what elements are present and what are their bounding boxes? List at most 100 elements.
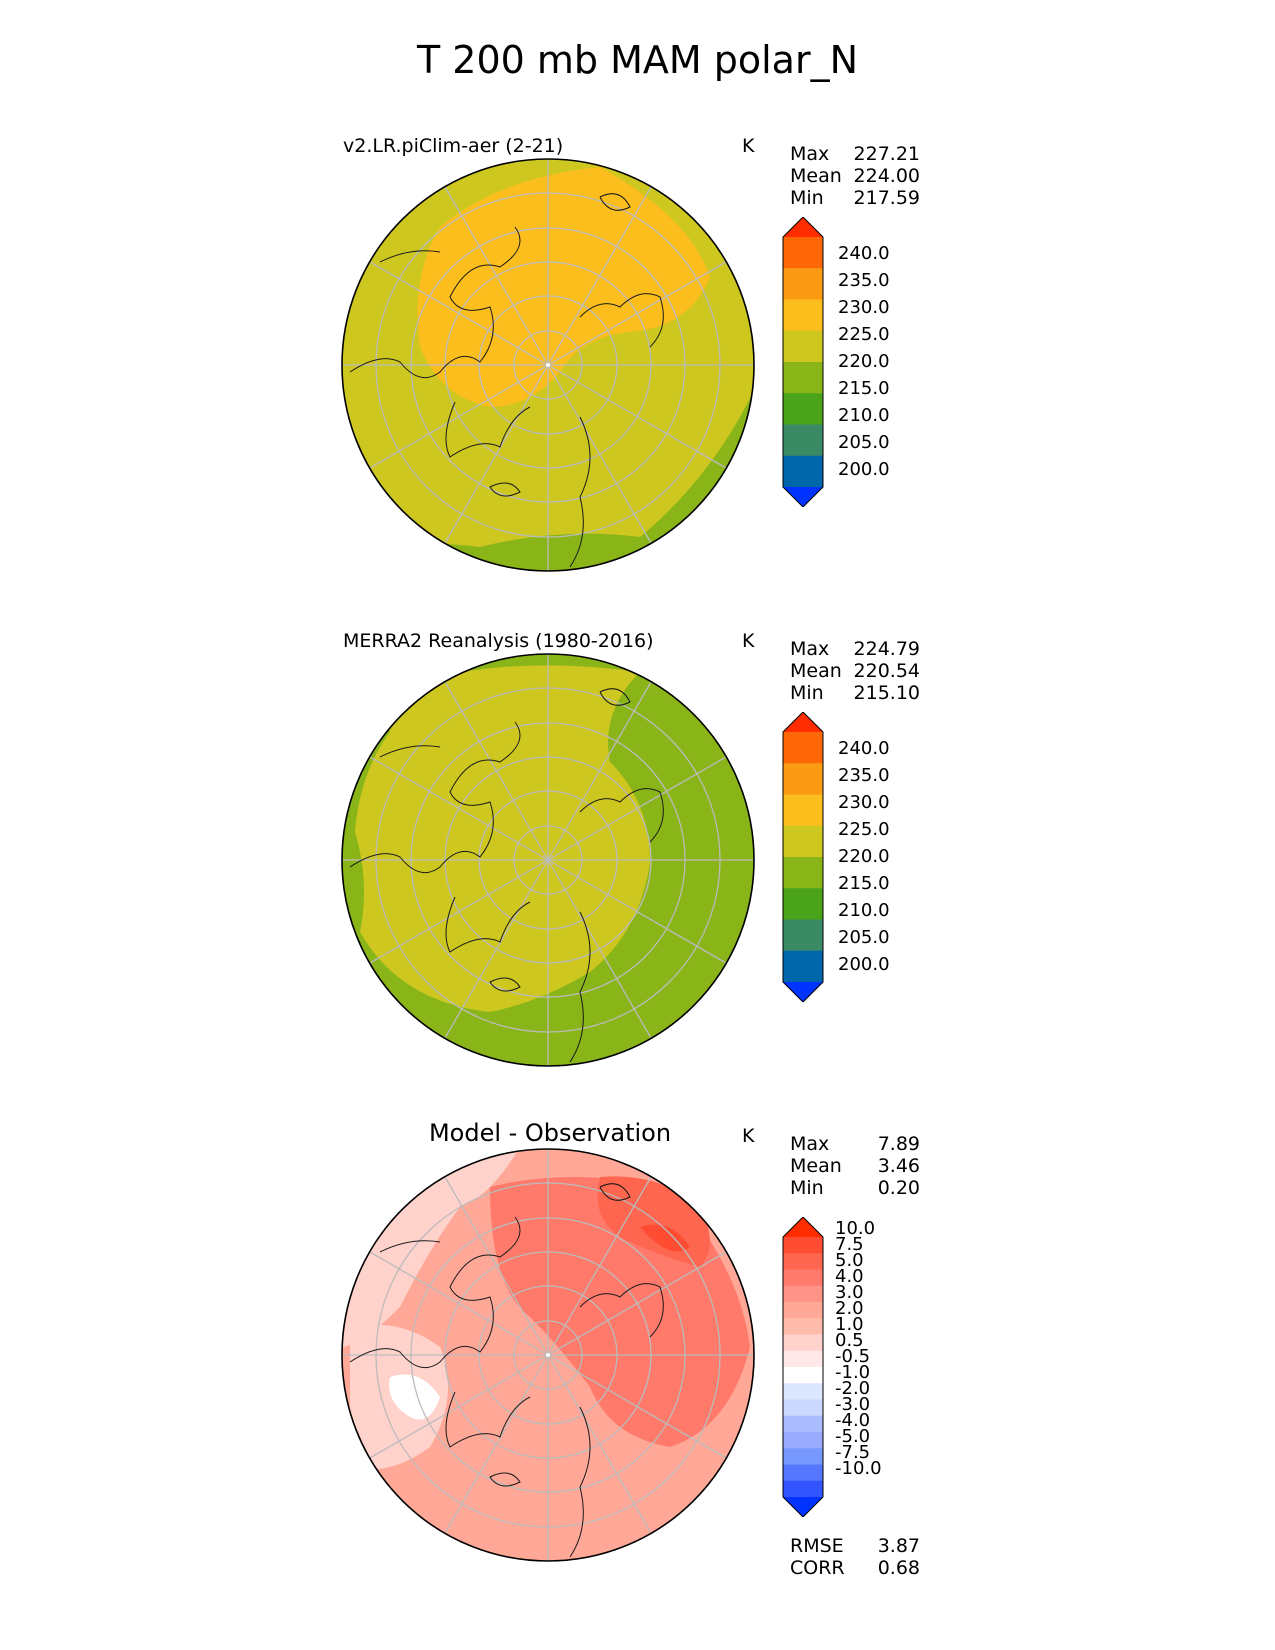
colorbar-segment — [783, 1480, 823, 1498]
colorbar-tick: 220.0 — [838, 351, 890, 372]
stat-value: 0.68 — [877, 1557, 920, 1579]
stat-value: 3.87 — [877, 1535, 920, 1557]
stat-max: Max 7.89 — [790, 1133, 920, 1155]
field-fill-peak — [640, 1224, 690, 1252]
stat-value: 3.46 — [877, 1155, 920, 1177]
panel-title: v2.LR.piClim-aer (2-21) — [343, 135, 564, 157]
colorbar-tick: 0.5 — [835, 1330, 864, 1351]
stat-label: Mean — [790, 660, 842, 682]
pole-marker — [546, 1353, 550, 1357]
coastlines — [349, 1183, 664, 1558]
colorbar-segment — [783, 1367, 823, 1384]
colorbar-extend-min — [783, 982, 823, 1002]
map-boundary — [341, 158, 755, 572]
colorbar-segment — [783, 950, 823, 983]
colorbar-tick: 5.0 — [835, 1250, 864, 1271]
colorbar-segment — [783, 299, 823, 332]
colorbar-segment — [783, 1464, 823, 1482]
colorbar-tick: 225.0 — [838, 324, 890, 345]
colorbar-tick: 220.0 — [838, 846, 890, 867]
graticule — [342, 654, 754, 1066]
coastlines — [349, 688, 664, 1063]
colorbar-segment — [783, 919, 823, 952]
stats-box: Max 7.89 Mean 3.46 Min 0.20 — [790, 1133, 920, 1199]
colorbar-tick: 215.0 — [838, 873, 890, 894]
unit-label: K — [742, 1125, 755, 1147]
colorbar-tick: 230.0 — [838, 297, 890, 318]
colorbar-segment — [783, 1285, 823, 1303]
panel-model: v2.LR.piClim-aer (2-21) K Max 227.21 Mean… — [0, 125, 1275, 605]
colorbar-segment — [783, 330, 823, 363]
colorbar-tick: -4.0 — [835, 1410, 871, 1431]
colorbar-tick: 200.0 — [838, 954, 890, 975]
colorbar-tick: 210.0 — [838, 900, 890, 921]
colorbar-tick: -5.0 — [835, 1426, 871, 1447]
colorbar-segment — [783, 1302, 823, 1319]
coastlines — [349, 193, 664, 568]
panel-title: MERRA2 Reanalysis (1980-2016) — [343, 630, 654, 652]
panel-obs: MERRA2 Reanalysis (1980-2016) K Max 224.7… — [0, 620, 1275, 1100]
colorbar-segment — [783, 825, 823, 858]
colorbar-tick: -1.0 — [835, 1362, 871, 1383]
colorbar-tick: 210.0 — [838, 405, 890, 426]
colorbar-segment — [783, 732, 823, 764]
stat-value: 217.59 — [853, 187, 920, 209]
stat-label: Max — [790, 143, 830, 165]
map-boundary — [341, 1148, 755, 1562]
stat-value: 215.10 — [853, 682, 920, 704]
colorbar-segment — [783, 1253, 823, 1270]
colorbar-segment — [783, 1318, 823, 1335]
colorbar-segment — [783, 1383, 823, 1400]
stat-value: 227.21 — [853, 143, 920, 165]
colorbar-tick: 2.0 — [835, 1298, 864, 1319]
colorbar-segment — [783, 237, 823, 269]
stat-label: Min — [790, 187, 824, 209]
colorbar-model — [782, 217, 824, 507]
stat-label: CORR — [790, 1557, 845, 1579]
error-stats: RMSE 3.87 CORR 0.68 — [790, 1535, 920, 1579]
polar-map-diff — [341, 1148, 755, 1562]
colorbar-tick: -0.5 — [835, 1346, 871, 1367]
stat-mean: Mean 3.46 — [790, 1155, 920, 1177]
colorbar-segment — [783, 857, 823, 889]
map-boundary — [341, 653, 755, 1067]
colorbar-segment — [783, 794, 823, 827]
colorbar-segment — [783, 1350, 823, 1368]
colorbar-tick: -10.0 — [835, 1458, 882, 1479]
field-fill-warm — [417, 167, 710, 407]
stat-value: 0.20 — [877, 1177, 920, 1199]
stat-min: Min 217.59 — [790, 187, 920, 209]
colorbar-tick: 230.0 — [838, 792, 890, 813]
colorbar-extend-max — [783, 1217, 823, 1237]
colorbar-outline — [782, 712, 824, 1002]
colorbar-tick: 205.0 — [838, 432, 890, 453]
stat-label: Min — [790, 682, 824, 704]
stat-min: Min 0.20 — [790, 1177, 920, 1199]
colorbar-tick: 215.0 — [838, 378, 890, 399]
pole-marker — [546, 363, 550, 367]
polar-map-model — [341, 158, 755, 572]
stat-label: Min — [790, 1177, 824, 1199]
stat-max: Max 227.21 — [790, 143, 920, 165]
unit-label: K — [742, 135, 755, 157]
stat-value: 224.79 — [853, 638, 920, 660]
colorbar-segment — [783, 1269, 823, 1287]
stat-label: Max — [790, 1133, 830, 1155]
stat-min: Min 215.10 — [790, 682, 920, 704]
stat-mean: Mean 224.00 — [790, 165, 920, 187]
unit-label: K — [742, 630, 755, 652]
colorbar-segment — [783, 1334, 823, 1352]
colorbar-outline — [782, 217, 824, 507]
colorbar-tick: 205.0 — [838, 927, 890, 948]
stat-value: 7.89 — [877, 1133, 920, 1155]
stat-value: 224.00 — [853, 165, 920, 187]
stat-label: Mean — [790, 165, 842, 187]
colorbar-tick: 3.0 — [835, 1282, 864, 1303]
colorbar-outline — [782, 1217, 824, 1517]
colorbar-tick: 1.0 — [835, 1314, 864, 1335]
colorbar-tick: 200.0 — [838, 459, 890, 480]
colorbar-segment — [783, 455, 823, 488]
colorbar-tick: 4.0 — [835, 1266, 864, 1287]
colorbar-segment — [783, 1415, 823, 1433]
stat-label: Mean — [790, 1155, 842, 1177]
